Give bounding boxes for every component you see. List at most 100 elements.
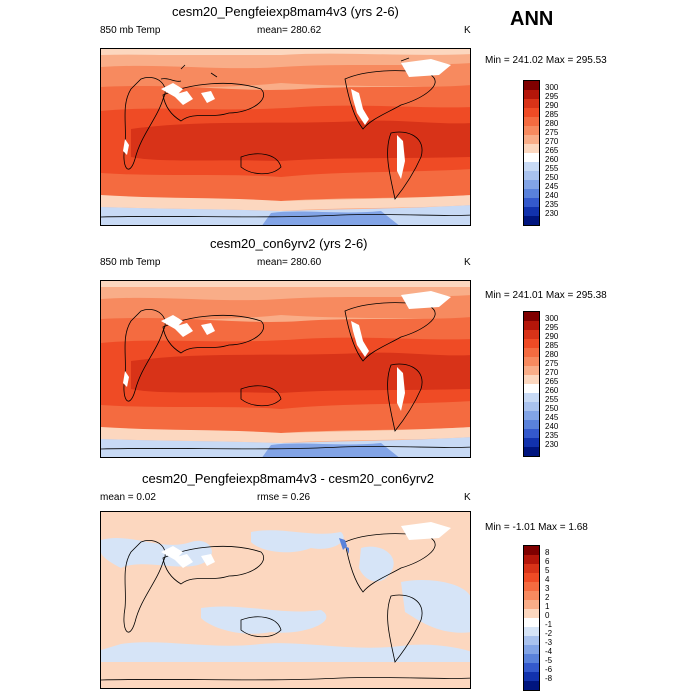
colorbar-swatch	[524, 144, 539, 153]
colorbar-level-label: -2	[545, 629, 552, 638]
colorbar-swatch	[524, 591, 539, 600]
colorbar-swatch	[524, 582, 539, 591]
colorbar-level-label: 265	[545, 377, 558, 386]
colorbar-swatch	[524, 672, 539, 681]
colorbar-swatch	[524, 171, 539, 180]
panel1-colorbar-labels: 300 295 290 285 280 275 270 265 260 255 250 245 240 2…	[545, 83, 558, 218]
colorbar-swatch	[524, 81, 539, 90]
colorbar-swatch	[524, 117, 539, 126]
colorbar-swatch	[524, 573, 539, 582]
colorbar-swatch	[524, 366, 539, 375]
colorbar-swatch	[524, 375, 539, 384]
colorbar-swatch	[524, 420, 539, 429]
colorbar-level-label: 245	[545, 182, 558, 191]
colorbar-level-label: 295	[545, 92, 558, 101]
panel1-title: cesm20_Pengfeiexp8mam4v3 (yrs 2-6)	[172, 4, 399, 19]
colorbar-level-label: 250	[545, 173, 558, 182]
colorbar-level-label: -5	[545, 656, 552, 665]
panel1-units: K	[464, 25, 471, 36]
colorbar-swatch	[524, 312, 539, 321]
colorbar-swatch	[524, 627, 539, 636]
colorbar-level-label: 275	[545, 128, 558, 137]
colorbar-swatch	[524, 207, 539, 216]
colorbar-swatch	[524, 126, 539, 135]
season-label: ANN	[510, 8, 553, 31]
colorbar-swatch	[524, 429, 539, 438]
colorbar-level-label: 235	[545, 200, 558, 209]
colorbar-level-label: 280	[545, 350, 558, 359]
colorbar-level-label: 235	[545, 431, 558, 440]
colorbar-level-label: -1	[545, 620, 552, 629]
panel3-map	[100, 511, 471, 689]
colorbar-level-label: 265	[545, 146, 558, 155]
colorbar-swatch	[524, 555, 539, 564]
panel3-units: K	[464, 492, 471, 503]
colorbar-level-label: 270	[545, 137, 558, 146]
colorbar-level-label: 270	[545, 368, 558, 377]
colorbar-level-label: 230	[545, 209, 558, 218]
colorbar-level-label: 255	[545, 395, 558, 404]
colorbar-swatch	[524, 153, 539, 162]
panel1-minmax: Min = 241.02 Max = 295.53	[485, 55, 607, 66]
colorbar-swatch	[524, 99, 539, 108]
colorbar-swatch	[524, 636, 539, 645]
colorbar-swatch	[524, 90, 539, 99]
colorbar-level-label: 4	[545, 575, 552, 584]
panel3-title: cesm20_Pengfeiexp8mam4v3 - cesm20_con6yr…	[142, 471, 434, 486]
colorbar-level-label: 295	[545, 323, 558, 332]
panel3-colorbar	[523, 545, 540, 691]
colorbar-swatch	[524, 546, 539, 555]
colorbar-level-label: 1	[545, 602, 552, 611]
colorbar-level-label: 290	[545, 101, 558, 110]
panel3-rmse: rmse = 0.26	[257, 492, 310, 503]
colorbar-level-label: -8	[545, 674, 552, 683]
colorbar-swatch	[524, 654, 539, 663]
colorbar-swatch	[524, 339, 539, 348]
colorbar-swatch	[524, 189, 539, 198]
colorbar-swatch	[524, 162, 539, 171]
colorbar-swatch	[524, 681, 539, 690]
colorbar-swatch	[524, 198, 539, 207]
colorbar-swatch	[524, 135, 539, 144]
colorbar-swatch	[524, 180, 539, 189]
colorbar-swatch	[524, 384, 539, 393]
colorbar-swatch	[524, 216, 539, 225]
colorbar-swatch	[524, 645, 539, 654]
colorbar-level-label: 250	[545, 404, 558, 413]
panel1-map	[100, 48, 471, 226]
colorbar-level-label: 285	[545, 341, 558, 350]
panel2-colorbar-labels: 300 295 290 285 280 275 270 265 260 255 250 245 240 2…	[545, 314, 558, 449]
colorbar-swatch	[524, 108, 539, 117]
colorbar-swatch	[524, 600, 539, 609]
colorbar-level-label: 2	[545, 593, 552, 602]
colorbar-level-label: 255	[545, 164, 558, 173]
colorbar-swatch	[524, 393, 539, 402]
colorbar-swatch	[524, 330, 539, 339]
panel1-colorbar	[523, 80, 540, 226]
colorbar-level-label: 300	[545, 314, 558, 323]
colorbar-level-label: 245	[545, 413, 558, 422]
panel1-mean: mean= 280.62	[257, 25, 321, 36]
colorbar-level-label: -3	[545, 638, 552, 647]
panel3-mean: mean = 0.02	[100, 492, 156, 503]
colorbar-level-label: 240	[545, 191, 558, 200]
colorbar-swatch	[524, 357, 539, 366]
colorbar-level-label: 260	[545, 155, 558, 164]
panel2-title: cesm20_con6yrv2 (yrs 2-6)	[210, 236, 368, 251]
panel2-map	[100, 280, 471, 458]
colorbar-swatch	[524, 321, 539, 330]
panel2-units: K	[464, 257, 471, 268]
colorbar-level-label: 285	[545, 110, 558, 119]
colorbar-level-label: 290	[545, 332, 558, 341]
panel3-minmax: Min = -1.01 Max = 1.68	[485, 522, 588, 533]
panel2-minmax: Min = 241.01 Max = 295.38	[485, 290, 607, 301]
colorbar-level-label: 240	[545, 422, 558, 431]
colorbar-swatch	[524, 447, 539, 456]
colorbar-swatch	[524, 609, 539, 618]
panel2-field-label: 850 mb Temp	[100, 257, 160, 268]
colorbar-level-label: 0	[545, 611, 552, 620]
colorbar-swatch	[524, 348, 539, 357]
panel2-colorbar	[523, 311, 540, 457]
colorbar-level-label: 5	[545, 566, 552, 575]
colorbar-level-label: 275	[545, 359, 558, 368]
